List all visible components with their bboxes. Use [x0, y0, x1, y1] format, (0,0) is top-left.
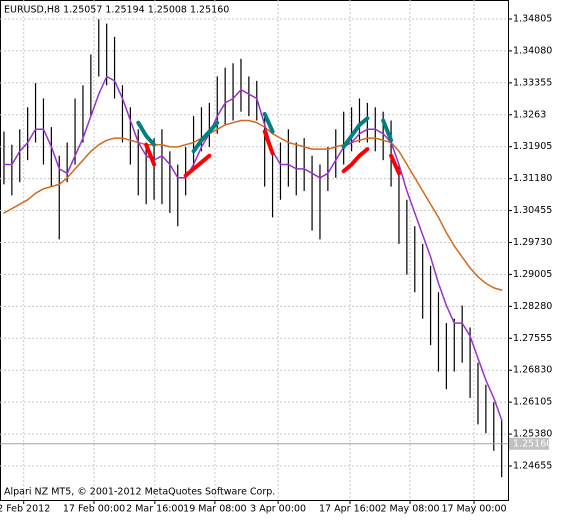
y-tick-label: 1.30455 — [513, 205, 552, 216]
x-tick-label: 19 Mar 08:00 — [183, 504, 246, 515]
y-tick-label: 1.28280 — [513, 301, 552, 312]
y-tick-label: 1.34080 — [513, 45, 552, 56]
chart-title: EURUSD,H8 1.25057 1.25194 1.25008 1.2516… — [4, 5, 229, 16]
indicator-line — [3, 75, 503, 421]
footer: Alpari NZ MT5, © 2001-2012 MetaQuotes So… — [4, 487, 275, 498]
y-tick-label: 1.26105 — [513, 397, 552, 408]
plot-frame — [0, 0, 509, 501]
indicator-line — [144, 129, 401, 178]
y-tick-label: 1.31180 — [513, 173, 552, 184]
last-price-box — [509, 437, 549, 450]
indicator-line — [136, 111, 394, 154]
y-tick-label: 1.31905 — [513, 141, 552, 152]
y-tick-label: 1.3263 — [513, 109, 546, 120]
grid — [0, 0, 508, 500]
y-tick-label: 1.27555 — [513, 333, 552, 344]
x-tick-label: 17 May 00:00 — [441, 504, 506, 515]
x-tick-label: 17 Apr 16:00 — [319, 504, 381, 515]
indicator-line — [3, 119, 503, 291]
x-tick-label: 17 Feb 00:00 — [63, 504, 125, 515]
y-tick-label: 1.26830 — [513, 365, 552, 376]
x-tick-label: 2 May 08:00 — [380, 504, 439, 515]
y-tick-label: 1.34805 — [513, 13, 552, 24]
y-tick-label: 1.33355 — [513, 77, 552, 88]
y-tick-label: 1.29005 — [513, 269, 552, 280]
x-tick-label: 2 Feb 2012 — [0, 504, 50, 515]
y-tick-label: 1.24655 — [513, 461, 552, 472]
x-tick-label: 3 Apr 00:00 — [250, 504, 306, 515]
last-price-label: 1.25160 — [513, 438, 552, 449]
marks — [0, 19, 508, 478]
y-tick-label: 1.29730 — [513, 237, 552, 248]
x-tick-label: 2 Mar 16:00 — [126, 504, 183, 515]
y-tick-label: 1.25380 — [513, 429, 552, 440]
